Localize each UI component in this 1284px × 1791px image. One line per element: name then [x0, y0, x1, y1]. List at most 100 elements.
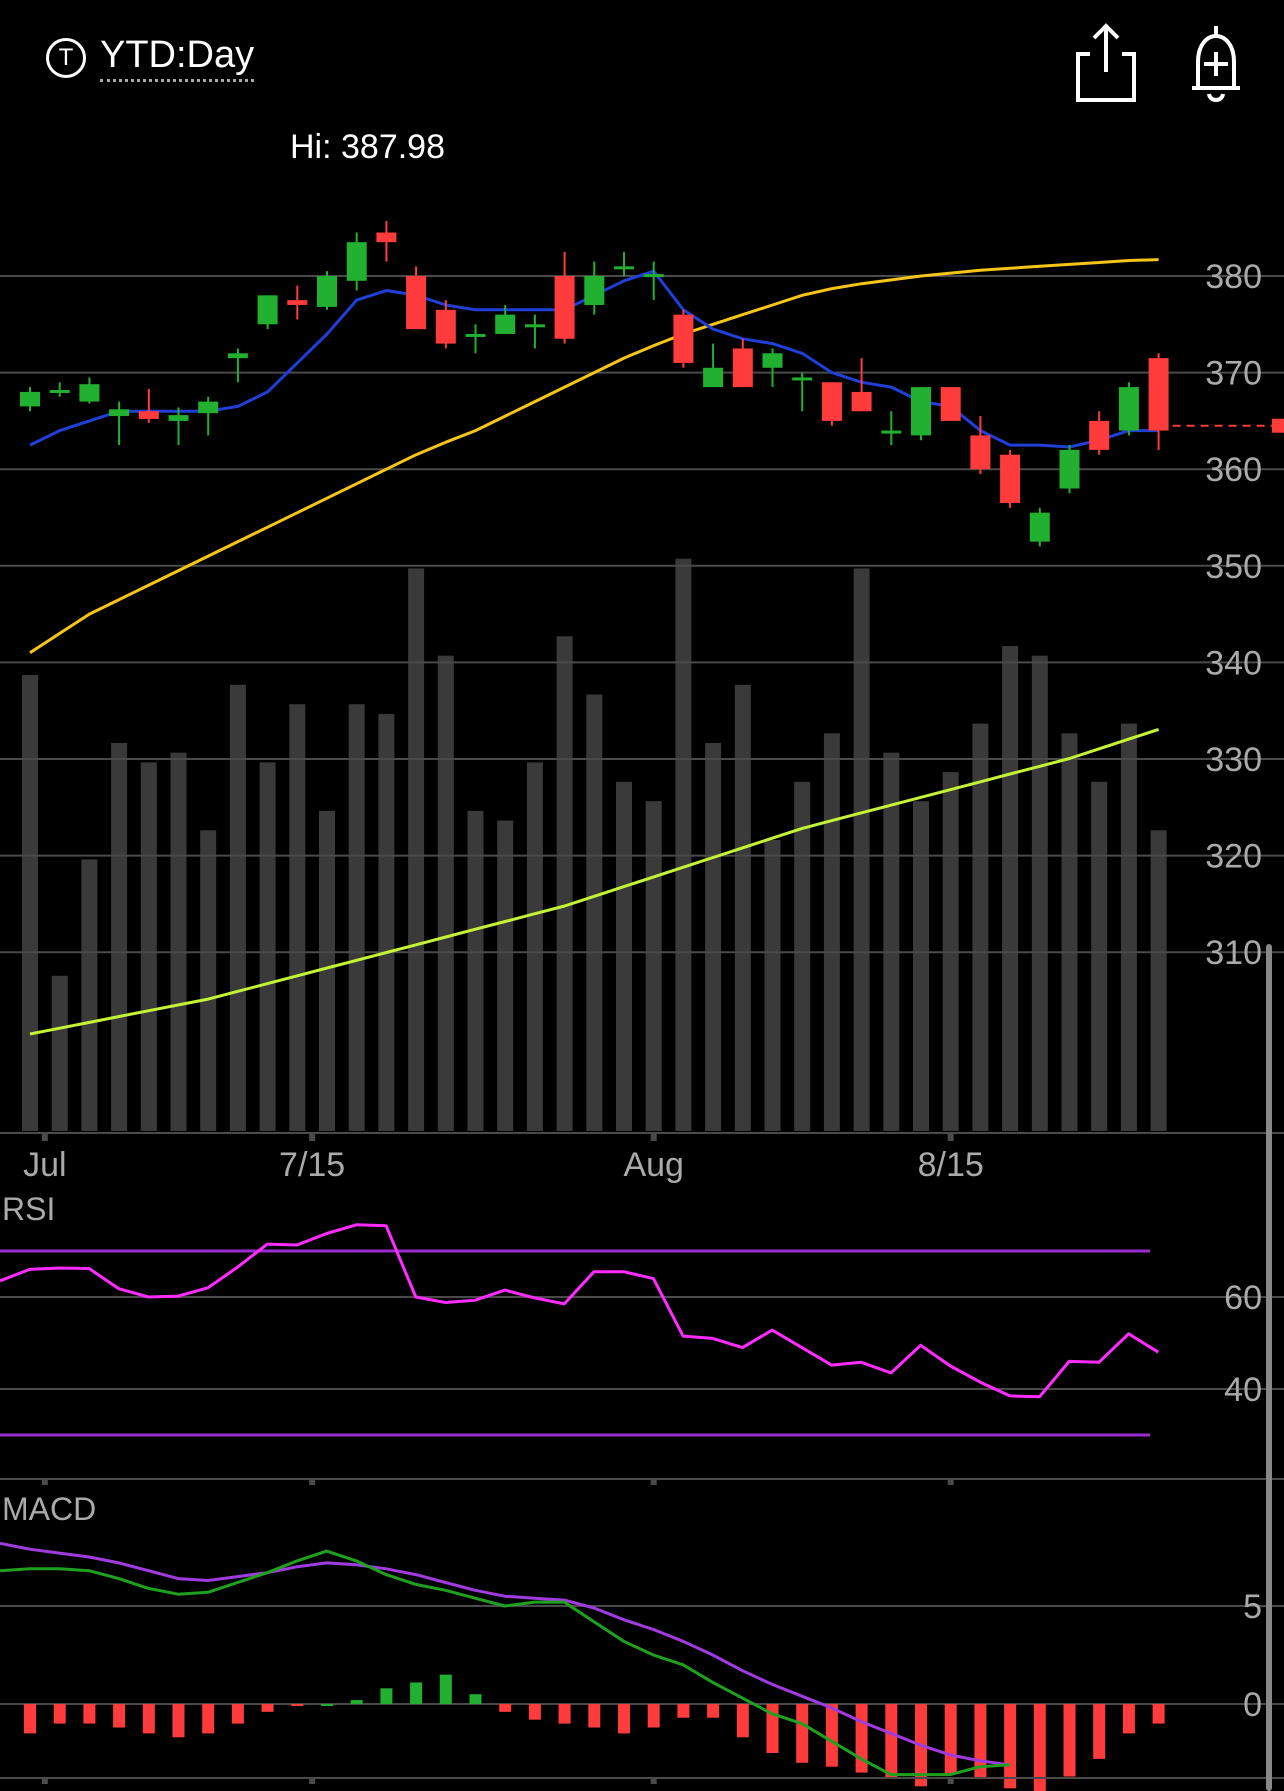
- volume-bar: [1031, 655, 1048, 1131]
- macd-histogram-bar: [499, 1704, 512, 1712]
- candle-down: [406, 276, 427, 330]
- price-tick-label: 370: [1205, 355, 1262, 393]
- volume-bar: [556, 636, 573, 1131]
- rsi-title: RSI: [2, 1191, 55, 1227]
- candle-up: [20, 391, 40, 407]
- macd-histogram-bar: [707, 1704, 720, 1718]
- candle-up: [1029, 512, 1050, 542]
- macd-histogram-bar: [1152, 1704, 1165, 1724]
- candle-up: [317, 276, 337, 307]
- price-tick-label: 310: [1205, 934, 1262, 972]
- volume-bar: [1120, 723, 1137, 1131]
- candle-up: [346, 242, 367, 281]
- volume-bar: [883, 752, 900, 1131]
- candle-down: [970, 435, 991, 470]
- candle-down: [376, 232, 397, 243]
- price-tick-label: 330: [1205, 741, 1262, 779]
- add-alert-button[interactable]: [1180, 20, 1252, 104]
- macd-histogram-bar: [83, 1704, 96, 1724]
- macd-line: [0, 1549, 1010, 1777]
- volume-bar: [675, 558, 692, 1131]
- candle-down: [1089, 420, 1110, 450]
- macd-histogram-bar: [231, 1704, 244, 1724]
- macd-histogram-bar: [142, 1704, 155, 1734]
- candle-up: [465, 333, 486, 337]
- macd-title: MACD: [2, 1491, 96, 1527]
- macd-histogram-bar: [528, 1704, 541, 1720]
- macd-histogram-bar: [588, 1704, 601, 1728]
- candle-down: [1148, 358, 1169, 431]
- candle-up: [49, 389, 70, 393]
- candle-down: [554, 276, 575, 339]
- candle-down: [821, 382, 842, 421]
- price-tick-label: 340: [1205, 644, 1262, 682]
- symbol-t-icon: T: [46, 38, 86, 78]
- macd-tick-label: 0: [1243, 1686, 1262, 1724]
- macd-histogram-bar: [677, 1704, 690, 1718]
- volume-bar: [289, 704, 306, 1131]
- volume-bar: [586, 694, 603, 1131]
- candle-down: [435, 309, 456, 344]
- candle-up: [762, 353, 783, 368]
- macd-histogram-bar: [291, 1704, 304, 1706]
- add-alert-bell-icon: [1192, 26, 1240, 102]
- volume-bar: [526, 762, 543, 1131]
- volume-bar: [408, 568, 425, 1131]
- candle-down: [1000, 454, 1021, 504]
- last-price-marker: [1272, 418, 1284, 433]
- volume-bar: [467, 810, 484, 1131]
- macd-histogram-bar: [618, 1704, 630, 1734]
- volume-bar: [259, 762, 276, 1131]
- volume-bar: [823, 733, 840, 1131]
- rsi-line: [0, 1223, 1160, 1399]
- price-tick-label: 350: [1205, 548, 1262, 586]
- volume-bar: [22, 675, 38, 1131]
- period-label[interactable]: YTD:Day: [100, 34, 255, 82]
- candle-up: [703, 367, 724, 388]
- volume-bar: [51, 975, 68, 1131]
- price-tick-label: 320: [1205, 838, 1262, 876]
- candle-up: [1118, 387, 1139, 431]
- macd-histogram-bar: [113, 1704, 126, 1728]
- macd-histogram-bar: [439, 1674, 452, 1704]
- macd-histogram-bar: [350, 1700, 363, 1704]
- macd-histogram-bar: [24, 1704, 36, 1734]
- candle-up: [911, 387, 931, 436]
- macd-histogram-bar: [885, 1704, 898, 1779]
- macd-histogram-bar: [202, 1704, 215, 1734]
- volume-bar: [497, 820, 514, 1131]
- volume-bar: [200, 830, 217, 1131]
- macd-histogram-bar: [1093, 1704, 1106, 1759]
- volume-bar: [794, 781, 811, 1131]
- volume-bar: [378, 713, 395, 1131]
- macd-histogram-bar: [1122, 1704, 1135, 1734]
- volume-bar: [705, 743, 722, 1131]
- macd-tick-label: 5: [1243, 1588, 1262, 1626]
- volume-bar: [437, 655, 454, 1131]
- macd-histogram-bar: [172, 1704, 185, 1738]
- candle-down: [673, 314, 694, 363]
- price-tick-label: 380: [1205, 258, 1262, 296]
- volume-bar: [229, 684, 246, 1131]
- volume-bar: [616, 781, 632, 1131]
- price-tick-label: 360: [1205, 451, 1262, 489]
- candle-down: [940, 387, 961, 421]
- volume-bar: [734, 684, 751, 1131]
- candle-up: [257, 295, 278, 325]
- macd-histogram-bar: [321, 1704, 333, 1706]
- share-button[interactable]: [1070, 20, 1142, 104]
- date-tick-label: Aug: [623, 1146, 684, 1184]
- candle-up: [227, 353, 248, 359]
- date-tick-label: 7/15: [279, 1146, 345, 1184]
- volume-bar: [170, 752, 187, 1131]
- macd-signal-line: [0, 1541, 1011, 1767]
- candle-down: [287, 300, 308, 305]
- scroll-indicator: [1266, 944, 1272, 1791]
- volume-bar: [1150, 830, 1167, 1131]
- period-selector[interactable]: T YTD:Day: [46, 34, 255, 82]
- volume-bar: [972, 723, 989, 1131]
- volume-bar: [1091, 781, 1108, 1131]
- candle-down: [138, 411, 159, 419]
- candle-up: [584, 276, 605, 305]
